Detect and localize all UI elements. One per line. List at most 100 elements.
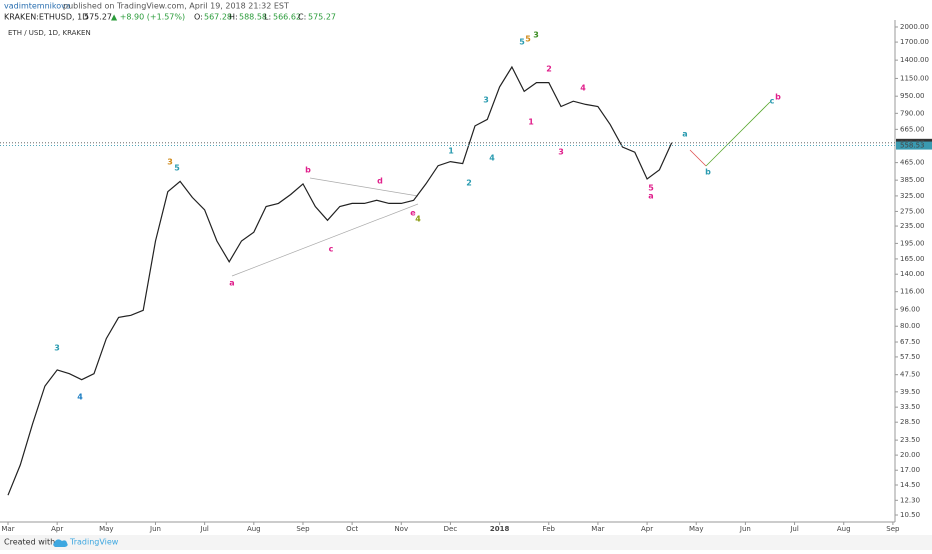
y-tick-label: 67.50 <box>900 338 920 346</box>
x-tick-label: Feb <box>543 525 556 533</box>
y-tick-label: 1150.00 <box>900 74 929 82</box>
y-tick-label: 20.00 <box>900 451 920 459</box>
open: 567.28 <box>204 13 232 22</box>
projection-down <box>689 149 707 167</box>
wave-label: a <box>682 130 687 139</box>
tv-logo <box>53 539 68 547</box>
wave-label: 4 <box>415 215 421 224</box>
wave-label: 4 <box>580 84 586 93</box>
x-tick-label: Dec <box>444 525 458 533</box>
chart-title: ETH / USD, 1D, KRAKEN <box>8 29 91 37</box>
y-tick-label: 385.00 <box>900 176 925 184</box>
x-tick-label: Nov <box>394 525 408 533</box>
wave-label: 5 <box>648 184 654 193</box>
wave-label: a <box>229 279 234 288</box>
y-tick-label: 14.50 <box>900 481 920 489</box>
y-tick-label: 235.00 <box>900 222 925 230</box>
x-tick-label: Sep <box>296 525 310 533</box>
x-tick-label: Jul <box>789 525 799 533</box>
x-tick-label: Apr <box>51 525 63 533</box>
close: 575.27 <box>308 13 336 22</box>
x-tick-label: Mar <box>591 525 604 533</box>
x-tick-label: May <box>99 525 113 533</box>
y-tick-label: 665.00 <box>900 125 925 133</box>
wave-label: c <box>770 97 775 106</box>
y-tick-label: 195.00 <box>900 239 925 247</box>
y-tick-label: 12.30 <box>900 496 920 504</box>
y-tick-label: 23.50 <box>900 436 920 444</box>
x-tick-label: Apr <box>641 525 653 533</box>
x-tick-label: 2018 <box>490 525 510 533</box>
y-tick-label: 1700.00 <box>900 38 929 46</box>
footer-created: Created with <box>4 538 55 547</box>
x-tick-label: Aug <box>837 525 851 533</box>
wave-label: e <box>410 209 416 218</box>
triangle-upper <box>309 177 419 197</box>
price: 575.27 <box>84 13 112 22</box>
footer-brand[interactable]: TradingView <box>69 538 119 547</box>
y-tick-label: 790.00 <box>900 109 925 117</box>
wave-label: 1 <box>448 147 454 156</box>
y-tick-label: 33.50 <box>900 403 920 411</box>
high: 588.58 <box>239 13 267 22</box>
y-tick-label: 465.00 <box>900 159 925 167</box>
wave-label: 3 <box>558 148 564 157</box>
wave-label: d <box>377 177 383 186</box>
wave-label: 1 <box>528 118 534 127</box>
wave-label: 3 <box>483 96 489 105</box>
triangle-lower <box>231 203 419 277</box>
open-label: O: <box>194 13 203 22</box>
wave-label: 3 <box>54 344 60 353</box>
y-tick-label: 275.00 <box>900 207 925 215</box>
low-label: L: <box>264 13 271 22</box>
y-tick-label: 10.50 <box>900 511 920 519</box>
wave-label: c <box>329 245 334 254</box>
y-tick-label: 28.50 <box>900 418 920 426</box>
x-tick-label: Jun <box>149 525 161 533</box>
y-tick-label: 140.00 <box>900 270 925 278</box>
price-line <box>7 65 673 496</box>
x-tick-label: Jun <box>739 525 751 533</box>
x-tick-label: Sep <box>886 525 900 533</box>
y-tick-label: 39.50 <box>900 388 920 396</box>
low: 566.62 <box>273 13 301 22</box>
symbol: KRAKEN:ETHUSD, 1D <box>4 13 88 22</box>
y-tick-label: 1400.00 <box>900 56 929 64</box>
y-tick-label: 80.00 <box>900 322 920 330</box>
x-tick-label: Oct <box>346 525 358 533</box>
wave-label: 5 <box>525 35 531 44</box>
close-label: C: <box>298 13 306 22</box>
y-tick-label: 2000.00 <box>900 23 929 31</box>
wave-label: b <box>305 166 311 175</box>
price-badge <box>896 141 932 150</box>
projection-up <box>705 101 771 167</box>
wave-label: 2 <box>466 179 472 188</box>
wave-label: 5 <box>174 164 180 173</box>
author[interactable]: vadimtemnikova <box>4 2 71 11</box>
wave-label: 4 <box>77 393 83 402</box>
y-tick-label: 325.00 <box>900 192 925 200</box>
y-tick-label: 96.00 <box>900 305 920 313</box>
price-badge-label: 558.53 <box>900 142 925 150</box>
published: published on TradingView.com, April 19, … <box>63 2 289 11</box>
y-tick-label: 17.00 <box>900 466 920 474</box>
high-label: H: <box>229 13 238 22</box>
x-tick-label: Aug <box>247 525 261 533</box>
change: ▲ +8.90 (+1.57%) <box>111 13 185 22</box>
y-tick-label: 116.00 <box>900 288 925 296</box>
wave-label: a <box>648 192 653 201</box>
y-tick-label: 57.50 <box>900 353 920 361</box>
y-tick-label: 165.00 <box>900 255 925 263</box>
wave-label: b <box>705 168 711 177</box>
wave-label: 5 <box>519 38 525 47</box>
x-tick-label: Jul <box>199 525 209 533</box>
x-tick-label: May <box>689 525 703 533</box>
wave-label: 3 <box>533 31 539 40</box>
y-tick-label: 47.50 <box>900 371 920 379</box>
wave-label: 2 <box>546 65 552 74</box>
x-tick-label: Mar <box>1 525 14 533</box>
wave-label: b <box>775 93 781 102</box>
wave-label: 3 <box>167 158 173 167</box>
